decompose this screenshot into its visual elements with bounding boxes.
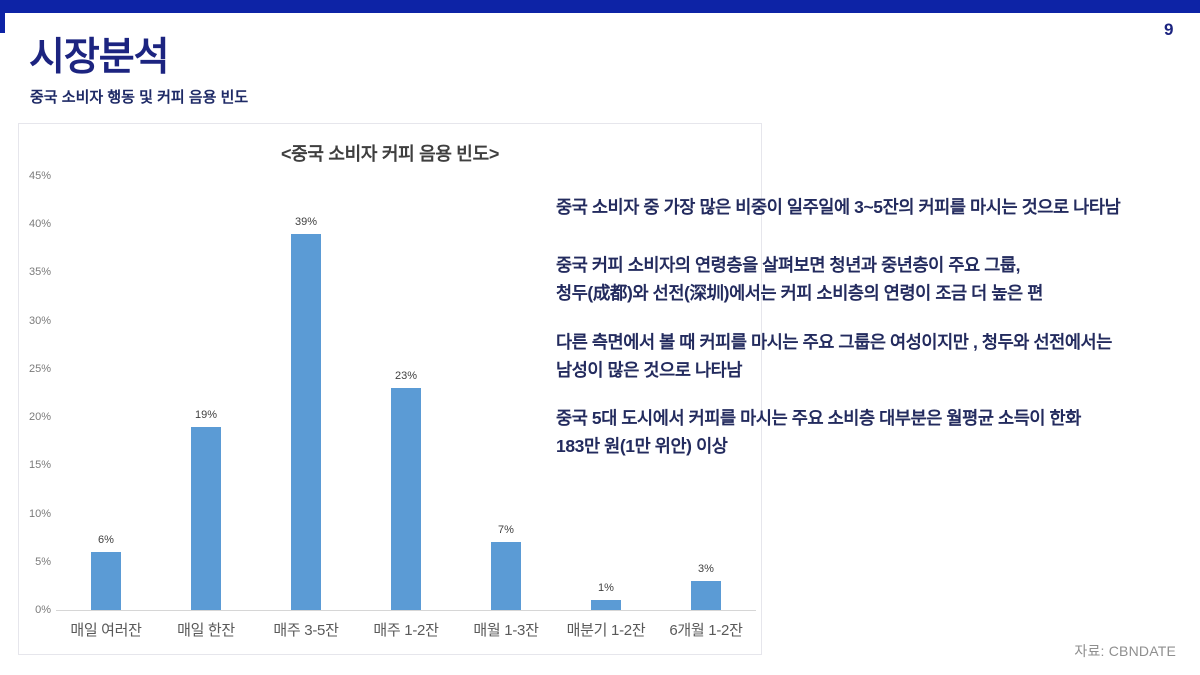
bar-value-label: 23%	[394, 370, 418, 382]
note-paragraph-4: 중국 5대 도시에서 커피를 마시는 주요 소비층 대부분은 월평균 소득이 한…	[556, 408, 1081, 456]
x-axis-category-label: 매분기 1-2잔	[566, 622, 646, 639]
x-axis-category-label: 매월 1-3잔	[473, 622, 539, 639]
y-axis-tick-label: 5%	[35, 555, 51, 568]
y-axis-tick-label: 0%	[35, 604, 51, 616]
bar-value-label: 1%	[598, 582, 614, 594]
page-title: 시장분석	[29, 36, 170, 79]
page-subtitle: 중국 소비자 행동 및 커피 음용 빈도	[30, 89, 249, 106]
bar-6	[591, 600, 621, 610]
bar-value-label: 3%	[698, 563, 714, 575]
bar-1	[91, 552, 121, 610]
bar-value-label: 6%	[98, 534, 114, 546]
bar-3	[291, 234, 321, 610]
bar-2	[191, 427, 221, 610]
y-axis-tick-label: 30%	[28, 314, 51, 327]
x-axis-category-label: 매일 여러잔	[70, 622, 142, 639]
bar-value-label: 39%	[294, 216, 318, 228]
y-axis-tick-label: 15%	[28, 459, 51, 472]
chart-plot-area: 0% 5% 10% 15% 20% 25% 30% 35% 40% 45% 6% 매일 여러잔 19% 매…	[19, 124, 761, 654]
insight-notes: 중국 소비자 중 가장 많은 비중이 일주일에 3~5잔의 커피를 마시는 것으…	[556, 0, 1180, 675]
y-axis-tick-label: 10%	[28, 507, 51, 520]
note-paragraph-3: 다른 측면에서 볼 때 커피를 마시는 주요 그룹은 여성이지만 , 청두와 선…	[556, 332, 1112, 380]
bar-4	[391, 388, 421, 610]
x-axis-category-label: 6개월 1-2잔	[669, 622, 743, 639]
bar-7	[691, 581, 721, 610]
y-axis-tick-label: 35%	[28, 266, 51, 279]
note-paragraph-1: 중국 소비자 중 가장 많은 비중이 일주일에 3~5잔의 커피를 마시는 것으…	[556, 197, 1121, 217]
x-axis-category-label: 매주 1-2잔	[373, 622, 439, 639]
coffee-frequency-chart: <중국 소비자 커피 음용 빈도> 0% 5% 10% 15% 20% 25% 30% 35%…	[18, 123, 762, 655]
y-axis-tick-label: 20%	[28, 411, 51, 424]
top-accent-bar	[0, 0, 1200, 13]
bar-value-label: 7%	[498, 524, 514, 536]
chart-title: <중국 소비자 커피 음용 빈도>	[280, 144, 500, 164]
note-paragraph-2: 중국 커피 소비자의 연령층을 살펴보면 청년과 중년층이 주요 그룹, 청두(成…	[556, 255, 1043, 303]
x-axis-line	[56, 610, 756, 611]
x-axis-category-label: 매일 한잔	[177, 622, 235, 639]
y-axis-tick-label: 25%	[28, 362, 51, 375]
y-axis-tick-label: 40%	[28, 218, 51, 231]
page-number: 9	[1164, 20, 1174, 39]
y-axis-tick-label: 45%	[28, 170, 51, 182]
bar-value-label: 19%	[194, 409, 218, 421]
x-axis-category-label: 매주 3-5잔	[273, 622, 339, 639]
source-credit: 자료: CBNDATE	[1074, 643, 1176, 659]
bar-5	[491, 542, 521, 610]
top-left-accent-tab	[0, 13, 5, 33]
